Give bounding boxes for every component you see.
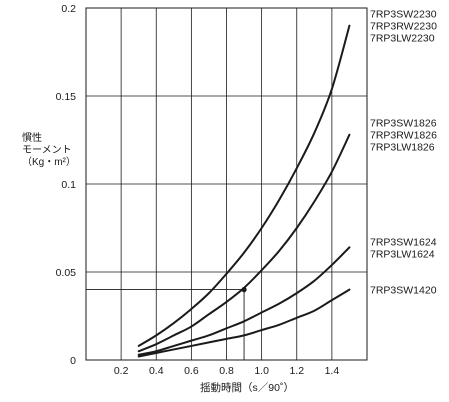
y-axis-label: 慣性 モーメント （Kg・m²） bbox=[22, 133, 76, 168]
grid bbox=[86, 8, 367, 360]
y-tick-label-2: 0.1 bbox=[61, 179, 76, 191]
plot-border bbox=[85, 7, 368, 361]
series-label-3: 7RP3SW1420 bbox=[370, 285, 437, 297]
series-label-2: 7RP3SW1624 7RP3LW1624 bbox=[370, 236, 437, 260]
x-tick-label-6: 1.4 bbox=[325, 365, 340, 377]
annotation-group bbox=[86, 287, 247, 360]
series-label-1: 7RP3SW1826 7RP3RW1826 7RP3LW1826 bbox=[370, 118, 437, 154]
x-tick-label-3: 0.8 bbox=[219, 365, 234, 377]
y-tick-labels: 0 0.05 0.1 0.15 0.2 bbox=[56, 3, 77, 367]
x-tick-label-0: 0.2 bbox=[114, 365, 129, 377]
y-tick-label-3: 0.15 bbox=[56, 91, 77, 103]
x-tick-label-5: 1.2 bbox=[289, 365, 304, 377]
x-tick-label-2: 0.6 bbox=[184, 365, 199, 377]
annotation-point-0 bbox=[241, 287, 247, 293]
series-label-0: 7RP3SW2230 7RP3RW2230 7RP3LW2230 bbox=[370, 9, 437, 45]
series-line-0 bbox=[137, 24, 351, 347]
x-tick-label-1: 0.4 bbox=[149, 365, 164, 377]
x-tick-labels: 0.2 0.4 0.6 0.8 1.0 1.2 1.4 bbox=[114, 365, 340, 377]
y-tick-label-0: 0 bbox=[70, 355, 76, 367]
y-tick-label-4: 0.2 bbox=[61, 3, 76, 15]
x-tick-label-4: 1.0 bbox=[254, 365, 269, 377]
plot-frame bbox=[85, 7, 368, 361]
y-tick-label-1: 0.05 bbox=[56, 267, 77, 279]
x-axis-label: 揺動時間（s／90˚） bbox=[200, 381, 294, 394]
series-labels: 7RP3SW2230 7RP3RW2230 7RP3LW2230 7RP3SW1826… bbox=[370, 9, 437, 297]
